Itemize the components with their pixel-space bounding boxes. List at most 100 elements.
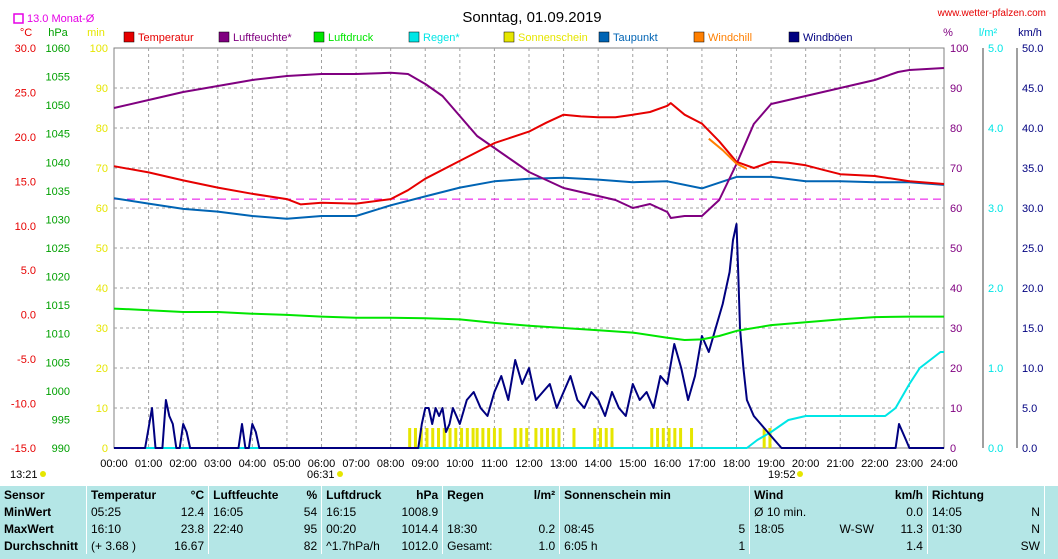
x-tick-label: 09:00 (411, 458, 439, 470)
tick-label: 0 (950, 443, 956, 455)
tick-label: 1020 (46, 272, 70, 284)
tick-label: 10 (96, 403, 108, 415)
sunshine-bar (545, 428, 549, 448)
tick-label: 60 (950, 203, 962, 215)
tick-label: 10.0 (1022, 363, 1043, 375)
tick-label: 15.0 (15, 176, 36, 188)
legend-label: Sonnenschein (518, 32, 588, 44)
stats-filler (1043, 486, 1058, 503)
sunrise-time: 06:31 (307, 469, 335, 481)
axis-unit-label: min (87, 27, 105, 39)
sun-time: 08:45 (559, 520, 700, 537)
x-tick-label: 19:00 (757, 458, 785, 470)
tick-label: 1015 (46, 300, 70, 312)
tick-label: 20.0 (15, 132, 36, 144)
right-axes: 10090807060504030201005.04.03.02.01.00.0… (950, 43, 1043, 455)
press-value: 1008.9 (401, 504, 439, 519)
series-line (113, 175, 945, 220)
row-label: MaxWert (4, 521, 54, 536)
tick-label: 20.0 (1022, 283, 1043, 295)
tick-label: 30.0 (15, 43, 36, 55)
series-line (113, 102, 945, 206)
wind-unit: km/h (894, 487, 923, 502)
row-label: Durchschnitt (4, 538, 79, 553)
legend-label: Windchill (708, 32, 752, 44)
legend-label: Luftdruck (328, 32, 374, 44)
sunshine-bar (431, 428, 435, 448)
series-lines (113, 67, 945, 449)
weather-chart: Sonntag, 01.09.2019 www.wetter-pfalzen.c… (10, 8, 1046, 481)
tick-label: 40 (96, 283, 108, 295)
tick-label: 90 (950, 83, 962, 95)
rain-unit: l/m² (533, 487, 556, 502)
x-tick-label: 03:00 (204, 458, 232, 470)
legend: Temperatur Luftfeuchte* Luftdruck Regen* Son… (123, 31, 853, 44)
dir-value: SW (1020, 538, 1040, 553)
tick-label: 10.0 (15, 221, 36, 233)
sunshine-bar (673, 428, 677, 448)
legend-swatch (788, 31, 800, 43)
tick-label: 1.0 (988, 363, 1003, 375)
legend-label: Luftfeuchte* (233, 32, 292, 44)
sunshine-bar (534, 428, 538, 448)
tick-label: 1005 (46, 357, 70, 369)
press-time: ^1.7hPa/h (321, 537, 391, 554)
wind-direction (810, 503, 878, 520)
sunshine-bar (419, 428, 423, 448)
x-tick-label: 02:00 (169, 458, 197, 470)
dir-time: 14:05 (926, 503, 996, 520)
stats-filler (1043, 503, 1058, 520)
sunshine-bar (598, 428, 602, 448)
tick-label: 4.0 (988, 123, 1003, 135)
x-tick-label: 12:00 (515, 458, 543, 470)
temp-time: 05:25 (86, 503, 161, 520)
sunshine-bar (487, 428, 491, 448)
press-header: Luftdruck (321, 486, 391, 503)
dir-time (926, 537, 996, 554)
x-tick-label: 06:00 (308, 458, 336, 470)
tick-label: -5.0 (17, 354, 36, 366)
x-axis: 00:00 01:00 02:00 03:00 04:00 05:00 06:00 07:00… (100, 458, 958, 470)
stats-row-max: MaxWert 16:10 23.8 22:40 95 00:20 1014.4… (0, 520, 1058, 537)
stats-filler (1043, 537, 1058, 554)
tick-label: 25.0 (1022, 243, 1043, 255)
legend-label: Temperatur (138, 32, 194, 44)
dir-spacer (996, 486, 1045, 503)
left-axes: 30.0 25.0 20.0 15.0 10.0 5.0 0.0 -5.0 -10.0 -15.0… (11, 43, 108, 455)
chart-title: Sonntag, 01.09.2019 (462, 9, 601, 26)
tick-label: 1035 (46, 186, 70, 198)
x-tick-label: 10:00 (446, 458, 474, 470)
x-tick-label: 14:00 (584, 458, 612, 470)
legend-label: Taupunkt (613, 32, 658, 44)
x-tick-label: 22:00 (861, 458, 889, 470)
dir-value: N (1031, 504, 1040, 519)
sun-value: 1 (738, 538, 746, 553)
x-tick-label: 11:00 (481, 458, 508, 470)
series-line (113, 67, 945, 219)
temp-value: 12.4 (180, 504, 205, 519)
sunshine-bar (661, 428, 665, 448)
sunshine-bar (465, 428, 469, 448)
tick-label: 100 (90, 43, 108, 55)
series-line (114, 351, 944, 449)
sunshine-bar (442, 428, 446, 448)
dir-header: Richtung (926, 486, 996, 503)
sunshine-bar (513, 428, 517, 448)
stats-row-min: MinWert 05:25 12.4 16:05 54 16:15 1008.9… (0, 503, 1058, 520)
website-link[interactable]: www.wetter-pfalzen.com (937, 8, 1046, 19)
sunset-time: 19:52 (768, 469, 796, 481)
tick-label: 1040 (46, 157, 70, 169)
tick-label: 0.0 (988, 443, 1003, 455)
sunrise-icon (337, 471, 343, 477)
sunshine-bar (448, 428, 452, 448)
tick-label: -15.0 (11, 443, 36, 455)
plot-grid (114, 48, 944, 448)
sunshine-bar (498, 428, 502, 448)
tick-label: 30.0 (1022, 203, 1043, 215)
legend-label: Windböen (803, 32, 853, 44)
x-tick-label: 00:00 (100, 458, 128, 470)
tick-label: 25.0 (15, 87, 36, 99)
legend-swatch (503, 31, 515, 43)
stats-header-row: Sensor Temperatur °C Luftfeuchte % Luftd… (0, 486, 1058, 503)
